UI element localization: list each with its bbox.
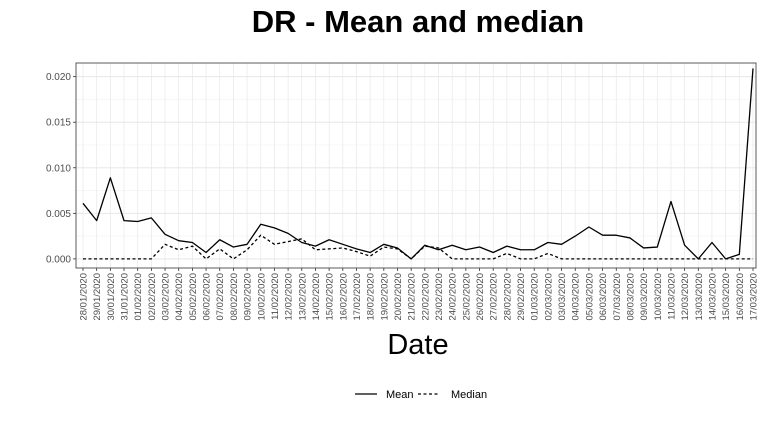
legend: Mean Median bbox=[355, 389, 487, 401]
x-tick-label: 31/01/2020 bbox=[120, 273, 131, 321]
x-tick-label: 15/03/2020 bbox=[721, 273, 732, 321]
x-tick-label: 20/02/2020 bbox=[393, 273, 404, 321]
x-tick-label: 11/03/2020 bbox=[666, 273, 677, 320]
y-tick-label: 0.000 bbox=[46, 254, 71, 265]
x-tick-label: 02/02/2020 bbox=[147, 273, 158, 321]
x-tick-label: 28/01/2020 bbox=[79, 273, 90, 321]
x-tick-label: 13/03/2020 bbox=[694, 273, 705, 321]
x-tick-label: 13/02/2020 bbox=[297, 273, 308, 321]
x-tick-label: 07/03/2020 bbox=[612, 273, 623, 321]
x-tick-label: 04/03/2020 bbox=[571, 273, 582, 321]
x-tick-label: 10/02/2020 bbox=[256, 273, 267, 321]
x-tick-label: 14/02/2020 bbox=[311, 273, 322, 321]
x-tick-label: 11/02/2020 bbox=[270, 273, 281, 320]
series-line-median bbox=[83, 234, 753, 260]
plot-panel bbox=[75, 62, 757, 269]
x-tick-label: 17/03/2020 bbox=[749, 273, 760, 321]
y-tick-label: 0.015 bbox=[46, 118, 71, 129]
x-tick-label: 01/03/2020 bbox=[530, 273, 541, 321]
x-tick-label: 17/02/2020 bbox=[352, 273, 363, 321]
x-tick-label: 23/02/2020 bbox=[434, 273, 445, 321]
x-tick-label: 22/02/2020 bbox=[420, 273, 431, 321]
x-tick-label: 05/02/2020 bbox=[188, 273, 199, 321]
legend-label-mean: Mean bbox=[386, 389, 414, 401]
x-tick-label: 29/01/2020 bbox=[92, 273, 103, 321]
chart-title: DR - Mean and median bbox=[252, 4, 584, 39]
y-tick-label: 0.020 bbox=[46, 72, 71, 83]
x-tick-label: 25/02/2020 bbox=[461, 273, 472, 321]
y-axis: 0.000 0.005 0.010 0.015 0.020 bbox=[46, 72, 76, 265]
x-tick-label: 03/02/2020 bbox=[161, 273, 172, 321]
x-tick-label: 02/03/2020 bbox=[543, 273, 554, 321]
legend-label-median: Median bbox=[451, 389, 487, 401]
x-tick-label: 18/02/2020 bbox=[366, 273, 377, 321]
x-tick-label: 01/02/2020 bbox=[133, 273, 144, 321]
x-tick-label: 27/02/2020 bbox=[489, 273, 500, 321]
x-tick-label: 03/03/2020 bbox=[557, 273, 568, 321]
x-tick-label: 16/02/2020 bbox=[338, 273, 349, 321]
y-tick-label: 0.010 bbox=[46, 163, 71, 174]
x-tick-label: 21/02/2020 bbox=[407, 273, 418, 321]
x-tick-label: 09/03/2020 bbox=[639, 273, 650, 321]
x-tick-label: 14/03/2020 bbox=[707, 273, 718, 321]
x-tick-label: 06/02/2020 bbox=[202, 273, 213, 321]
x-tick-label: 08/03/2020 bbox=[625, 273, 636, 321]
x-axis: 28/01/2020 29/01/2020 30/01/2020 31/01/2020… bbox=[79, 268, 760, 321]
x-tick-label: 09/02/2020 bbox=[243, 273, 254, 321]
x-tick-label: 28/02/2020 bbox=[502, 273, 513, 321]
x-tick-label: 07/02/2020 bbox=[215, 273, 226, 321]
x-tick-label: 30/01/2020 bbox=[106, 273, 117, 321]
x-tick-label: 10/03/2020 bbox=[653, 273, 664, 321]
x-tick-label: 05/03/2020 bbox=[584, 273, 595, 321]
x-tick-label: 12/02/2020 bbox=[284, 273, 295, 321]
x-tick-label: 04/02/2020 bbox=[174, 273, 185, 321]
x-tick-label: 15/02/2020 bbox=[325, 273, 336, 321]
x-tick-label: 12/03/2020 bbox=[680, 273, 691, 321]
x-tick-label: 16/03/2020 bbox=[735, 273, 746, 321]
x-tick-label: 06/03/2020 bbox=[598, 273, 609, 321]
x-tick-label: 26/02/2020 bbox=[475, 273, 486, 321]
x-axis-label: Date bbox=[387, 329, 448, 361]
series-line-mean bbox=[82, 68, 754, 260]
x-tick-label: 24/02/2020 bbox=[448, 273, 459, 321]
y-tick-label: 0.005 bbox=[46, 209, 71, 220]
x-tick-label: 19/02/2020 bbox=[379, 273, 390, 321]
x-tick-label: 29/02/2020 bbox=[516, 273, 527, 321]
x-tick-label: 08/02/2020 bbox=[229, 273, 240, 321]
series-lines bbox=[82, 68, 754, 260]
grid-lines bbox=[76, 63, 756, 268]
